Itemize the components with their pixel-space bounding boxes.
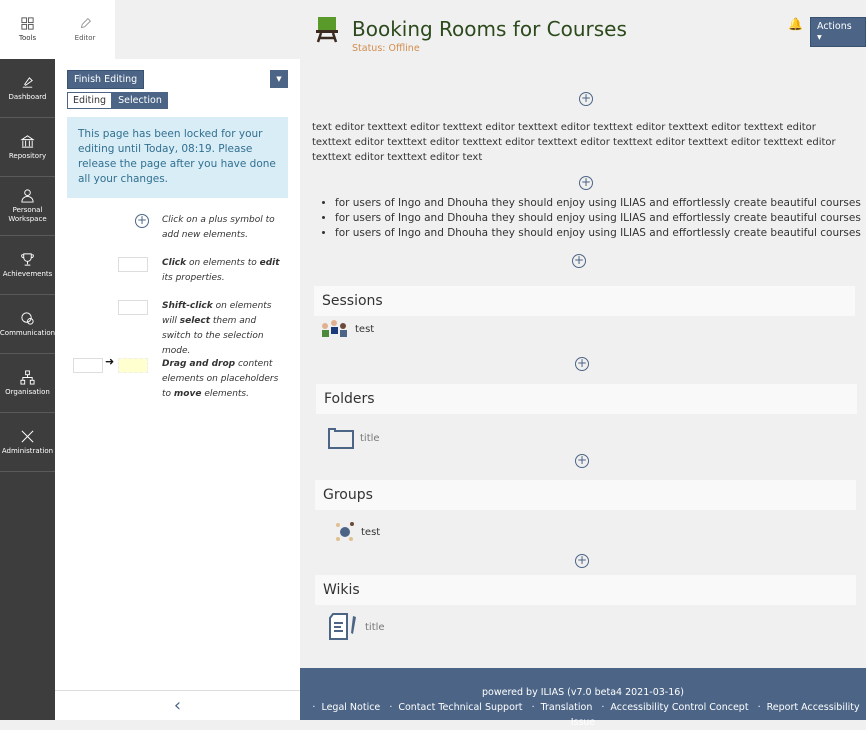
main-content: Booking Rooms for Courses Status: Offlin… bbox=[300, 0, 866, 668]
add-element-button[interactable]: + bbox=[579, 175, 593, 190]
bell-icon[interactable]: 🔔 bbox=[788, 17, 803, 31]
list-item: for users of Ingo and Dhouha they should… bbox=[335, 196, 861, 211]
pencil-icon bbox=[80, 18, 91, 29]
add-element-button[interactable]: + bbox=[575, 453, 589, 468]
add-element-button[interactable]: + bbox=[575, 356, 589, 371]
translation-link[interactable]: Translation bbox=[540, 702, 593, 713]
finish-editing-button[interactable]: Finish Editing bbox=[67, 70, 145, 89]
main-bar: Tools Dashboard Repository Personal Work… bbox=[0, 0, 55, 720]
arrow-icon: ➜ bbox=[105, 355, 115, 368]
folder-icon bbox=[328, 428, 354, 449]
groups-header: Groups bbox=[315, 480, 856, 510]
footer-links: · Legal Notice · Contact Technical Support… bbox=[312, 702, 860, 728]
mode-editing[interactable]: Editing bbox=[67, 92, 113, 109]
mode-toggle: Editing Selection bbox=[67, 92, 168, 109]
legal-notice-link[interactable]: Legal Notice bbox=[321, 702, 381, 713]
tab-editor[interactable]: Editor bbox=[55, 0, 115, 59]
group-item[interactable]: test bbox=[335, 522, 380, 542]
bullet-list[interactable]: for users of Ingo and Dhouha they should… bbox=[335, 196, 861, 241]
trophy-icon bbox=[21, 252, 34, 266]
user-icon bbox=[21, 189, 34, 203]
placeholder-box bbox=[73, 358, 103, 373]
wikis-header: Wikis bbox=[315, 575, 856, 605]
powered-by: powered by ILIAS (v7.0 beta4 2021-03-16) bbox=[481, 687, 685, 698]
placeholder-box bbox=[118, 300, 148, 315]
contact-support-link[interactable]: Contact Technical Support bbox=[398, 702, 523, 713]
folders-header: Folders bbox=[316, 384, 857, 414]
sessions-header: Sessions bbox=[314, 286, 855, 316]
footer: powered by ILIAS (v7.0 beta4 2021-03-16)… bbox=[300, 668, 866, 728]
help-add: Click on a plus symbol to add new elemen… bbox=[162, 215, 275, 240]
rail-item-personal-workspace[interactable]: Personal Workspace bbox=[0, 177, 55, 236]
help-drag: Drag and drop content elements on placeh… bbox=[162, 359, 279, 399]
status-text: Status: Offline bbox=[352, 43, 420, 54]
lock-info-message: This page has been locked for your editi… bbox=[67, 117, 288, 198]
rail-item-repository[interactable]: Repository bbox=[0, 118, 55, 177]
text-paragraph[interactable]: text editor texttext editor texttext edi… bbox=[312, 122, 836, 163]
collapse-panel-button[interactable]: ‹ bbox=[55, 690, 300, 720]
wiki-icon bbox=[329, 613, 356, 640]
add-element-button[interactable]: + bbox=[579, 91, 593, 106]
dashboard-icon bbox=[22, 76, 33, 88]
grid-icon bbox=[21, 17, 34, 30]
accessibility-concept-link[interactable]: Accessibility Control Concept bbox=[610, 702, 749, 713]
page-title: Booking Rooms for Courses bbox=[352, 17, 627, 41]
actions-button[interactable]: Actions ▾ bbox=[810, 17, 866, 47]
rail-item-tools[interactable]: Tools bbox=[0, 0, 55, 59]
list-item: for users of Ingo and Dhouha they should… bbox=[335, 226, 861, 241]
rail-item-communication[interactable]: Communication bbox=[0, 295, 55, 354]
rail-item-dashboard[interactable]: Dashboard bbox=[0, 59, 55, 118]
help-edit: Click on elements to edit its properties… bbox=[162, 258, 280, 283]
org-icon bbox=[20, 369, 35, 385]
session-icon bbox=[322, 320, 347, 337]
help-select: Shift-click on elements will select them… bbox=[162, 301, 272, 356]
rail-item-achievements[interactable]: Achievements bbox=[0, 236, 55, 295]
add-element-button[interactable]: + bbox=[575, 553, 589, 568]
bank-icon bbox=[20, 134, 35, 148]
placeholder-box bbox=[118, 257, 148, 272]
rail-item-organisation[interactable]: Organisation bbox=[0, 354, 55, 413]
plus-icon: + bbox=[135, 213, 149, 228]
group-icon bbox=[336, 522, 354, 541]
list-item: for users of Ingo and Dhouha they should… bbox=[335, 211, 861, 226]
mode-selection[interactable]: Selection bbox=[112, 92, 168, 109]
chevron-left-icon: ‹ bbox=[173, 695, 182, 716]
chat-icon bbox=[21, 311, 34, 325]
add-element-button[interactable]: + bbox=[572, 253, 586, 268]
editor-panel: Editor Finish Editing ▼ Editing Selection… bbox=[55, 0, 300, 720]
wiki-item[interactable]: title bbox=[329, 613, 385, 641]
session-item[interactable]: test bbox=[321, 320, 374, 338]
tools-icon bbox=[21, 430, 34, 442]
folder-item[interactable]: title bbox=[328, 427, 380, 449]
rail-item-administration[interactable]: Administration bbox=[0, 413, 55, 472]
panel-dropdown-button[interactable]: ▼ bbox=[270, 70, 288, 88]
course-icon bbox=[316, 17, 338, 43]
drop-placeholder bbox=[118, 358, 148, 373]
